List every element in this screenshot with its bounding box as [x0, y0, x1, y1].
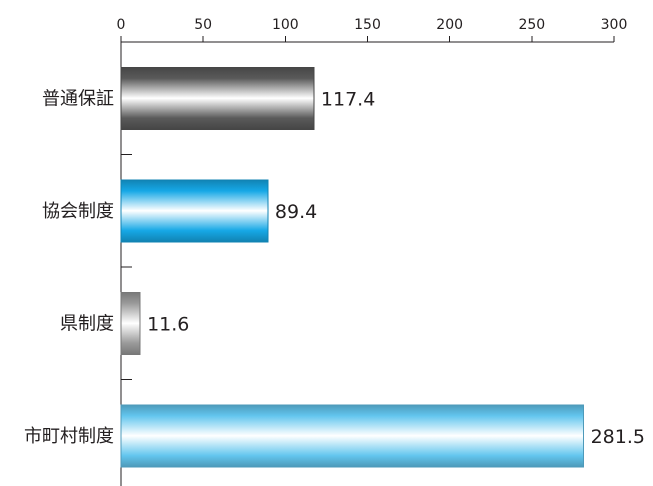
bar — [121, 405, 584, 467]
x-tick-label: 50 — [194, 17, 212, 33]
value-label: 11.6 — [147, 313, 189, 335]
category-label: 県制度 — [60, 313, 114, 334]
value-label: 117.4 — [321, 88, 375, 110]
x-tick-label: 150 — [354, 17, 381, 33]
value-label: 89.4 — [275, 201, 317, 223]
x-tick-label: 200 — [436, 17, 463, 33]
value-labels: 117.4 89.4 11.6 281.5 — [147, 88, 645, 448]
category-label: 市町村制度 — [24, 426, 114, 447]
bar — [121, 180, 268, 242]
value-label: 281.5 — [591, 426, 645, 448]
category-label: 協会制度 — [42, 201, 114, 222]
x-tick-label: 0 — [117, 17, 126, 33]
x-axis: 0 50 100 150 200 250 300 — [117, 17, 628, 42]
x-tick-label: 300 — [601, 17, 628, 33]
bars — [121, 67, 584, 467]
category-label: 普通保証 — [42, 88, 114, 109]
x-tick-label: 100 — [272, 17, 299, 33]
x-tick-label: 250 — [518, 17, 545, 33]
bar — [121, 292, 140, 354]
bar — [121, 67, 314, 129]
